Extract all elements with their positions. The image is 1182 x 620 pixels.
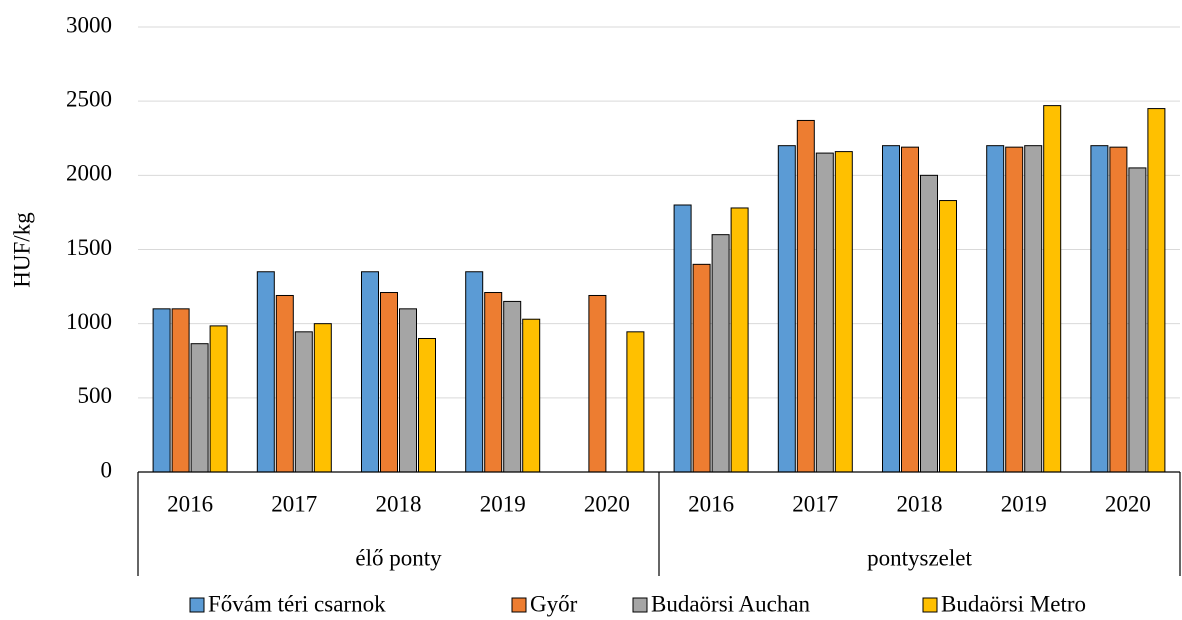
bar: [939, 200, 957, 473]
bar: [673, 204, 692, 473]
x-tick-label: 2017: [792, 491, 838, 516]
x-tick-label: 2018: [376, 491, 422, 516]
bar: [275, 294, 294, 473]
x-tick-label: 2016: [688, 491, 734, 516]
bar: [834, 151, 853, 473]
bar: [882, 145, 900, 473]
bar: [626, 331, 645, 473]
bar: [484, 292, 503, 473]
group-label: pontyszelet: [867, 545, 972, 570]
bar: [1090, 145, 1109, 473]
bar: [171, 308, 190, 473]
legend-swatch: [922, 597, 938, 613]
bar: [380, 292, 398, 473]
legend-swatch: [632, 597, 648, 613]
bar: [815, 152, 834, 473]
y-tick-label: 1500: [66, 235, 112, 260]
bar: [294, 331, 313, 473]
bar: [1005, 146, 1024, 473]
bar: [209, 325, 228, 473]
bar: [522, 318, 541, 473]
legend-swatch: [511, 597, 527, 613]
bar: [901, 146, 919, 473]
bar: [777, 145, 796, 473]
bar: [256, 271, 275, 473]
bar: [796, 119, 815, 473]
bar: [399, 308, 417, 473]
bar: [503, 300, 522, 473]
legend-swatch: [189, 597, 205, 613]
bar: [711, 234, 730, 473]
bar: [1128, 167, 1147, 473]
bar: [1147, 108, 1166, 473]
bar: [1024, 145, 1043, 473]
y-tick-label: 2500: [66, 86, 112, 111]
legend-label: Budaörsi Auchan: [651, 591, 811, 616]
legend-label: Győr: [530, 591, 578, 616]
bar: [361, 271, 379, 473]
y-tick-label: 1000: [66, 309, 112, 334]
bar: [1043, 105, 1062, 473]
bar: [986, 145, 1005, 473]
bar: [692, 263, 711, 473]
bar: [730, 207, 749, 473]
bar: [313, 323, 332, 473]
y-tick-label: 500: [78, 383, 113, 408]
x-tick-label: 2020: [584, 491, 630, 516]
bar: [1109, 146, 1128, 473]
x-tick-label: 2017: [271, 491, 317, 516]
bar: [920, 174, 938, 473]
x-tick-label: 2020: [1105, 491, 1151, 516]
x-tick-label: 2018: [897, 491, 943, 516]
bar: [152, 308, 171, 473]
y-tick-label: 0: [101, 457, 113, 482]
legend-label: Fővám téri csarnok: [208, 591, 386, 616]
group-label: élő ponty: [355, 545, 442, 570]
x-tick-label: 2019: [1001, 491, 1047, 516]
bar: [588, 294, 607, 473]
bar: [465, 271, 484, 473]
x-tick-label: 2019: [480, 491, 526, 516]
y-axis-label: HUF/kg: [9, 212, 34, 288]
y-tick-label: 2000: [66, 161, 112, 186]
bar: [418, 338, 436, 473]
legend-label: Budaörsi Metro: [941, 591, 1086, 616]
y-tick-label: 3000: [66, 12, 112, 37]
bar: [190, 343, 209, 473]
x-tick-label: 2016: [167, 491, 213, 516]
